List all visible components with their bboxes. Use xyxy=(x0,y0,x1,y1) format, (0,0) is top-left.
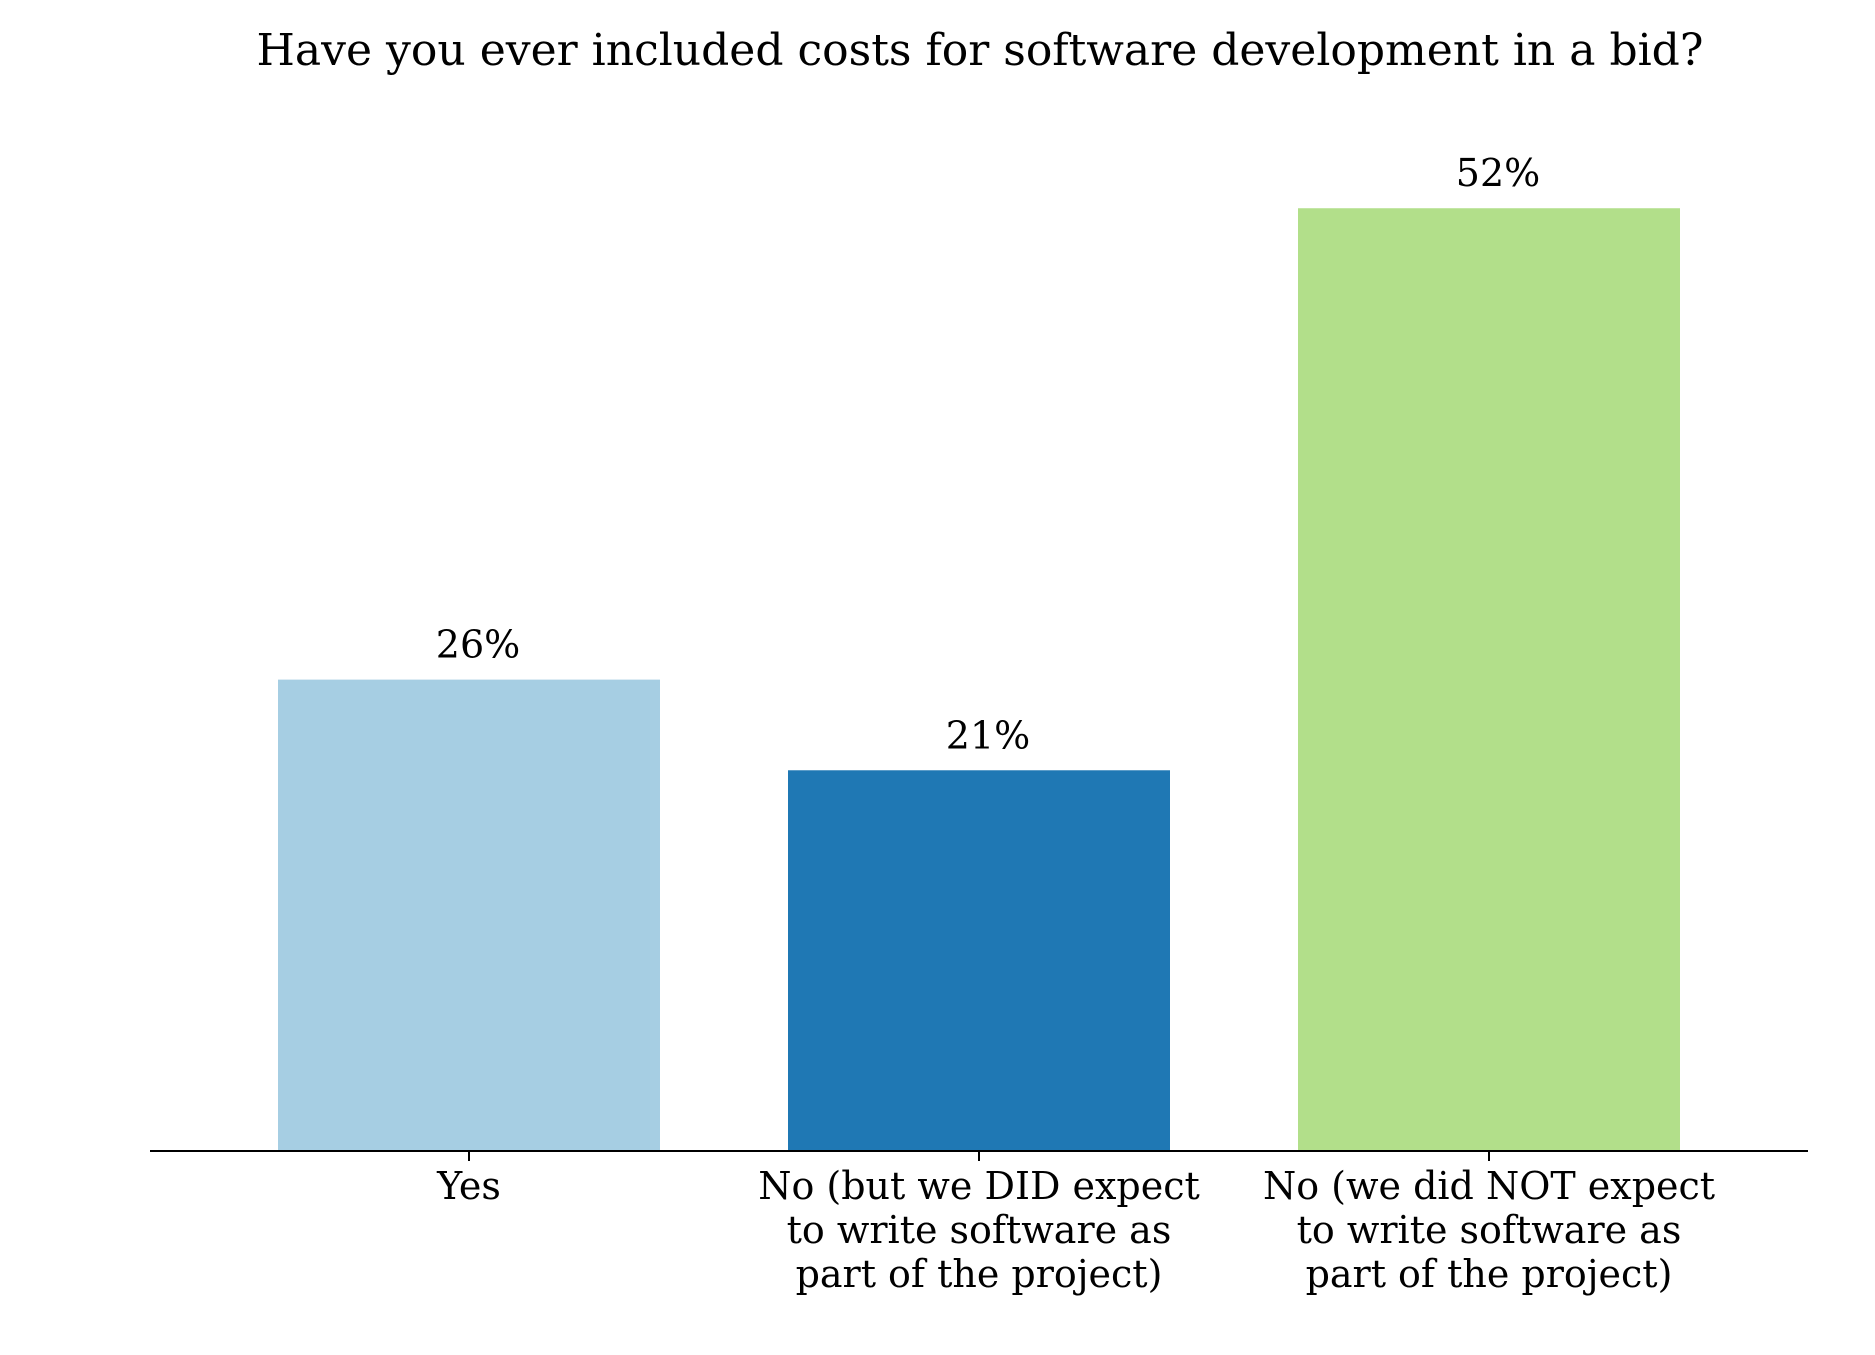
x-tick-label-line: No (but we DID expect xyxy=(758,1164,1200,1208)
bar-1 xyxy=(278,679,660,1151)
x-tick-label-line: to write software as xyxy=(1297,1208,1682,1252)
x-tick-label-3: No (we did NOT expect to write software a… xyxy=(1263,1164,1715,1296)
bars-layer xyxy=(278,208,1680,1152)
x-tick-label-line: Yes xyxy=(436,1164,501,1208)
x-axis-ticks: Yes No (but we DID expect to write softwar… xyxy=(436,1151,1715,1296)
value-labels: 26% 21% 52% xyxy=(436,151,1540,757)
x-tick-label-line: No (we did NOT expect xyxy=(1263,1164,1715,1208)
bar-3 xyxy=(1298,208,1680,1152)
x-tick-label-1: Yes xyxy=(436,1164,501,1208)
bar-2 xyxy=(788,770,1170,1151)
chart-title: Have you ever included costs for softwar… xyxy=(257,25,1704,76)
x-tick-label-line: part of the project) xyxy=(796,1252,1163,1296)
x-tick-label-2: No (but we DID expect to write software a… xyxy=(758,1164,1200,1296)
x-tick-label-line: part of the project) xyxy=(1306,1252,1673,1296)
value-label-2: 21% xyxy=(946,713,1030,757)
value-label-3: 52% xyxy=(1456,151,1540,195)
value-label-1: 26% xyxy=(436,623,520,667)
x-tick-label-line: to write software as xyxy=(787,1208,1172,1252)
